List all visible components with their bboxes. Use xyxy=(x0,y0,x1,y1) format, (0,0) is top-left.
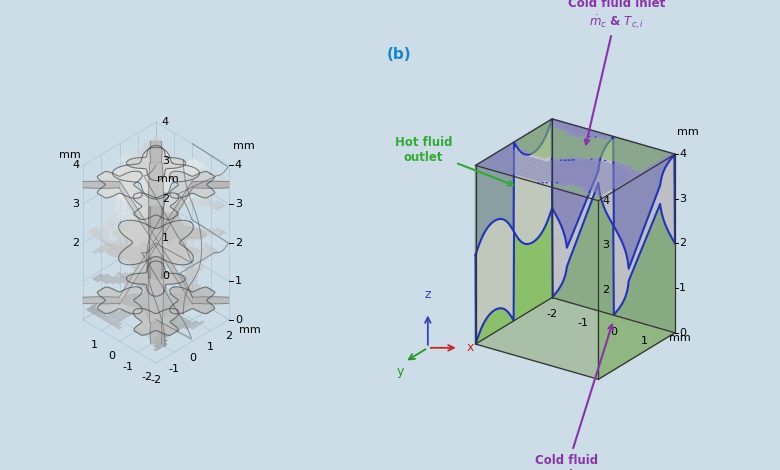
Text: x: x xyxy=(466,341,474,354)
Polygon shape xyxy=(476,298,675,379)
Polygon shape xyxy=(135,309,177,335)
Text: 4: 4 xyxy=(235,160,242,171)
Text: mm: mm xyxy=(668,333,690,344)
Text: mm: mm xyxy=(233,141,254,151)
Text: 1: 1 xyxy=(640,336,647,346)
Polygon shape xyxy=(552,119,675,333)
Polygon shape xyxy=(119,181,156,246)
Text: 0: 0 xyxy=(610,327,617,337)
Text: 3: 3 xyxy=(162,156,168,165)
Text: mm: mm xyxy=(59,150,81,160)
Polygon shape xyxy=(193,181,229,188)
Polygon shape xyxy=(156,181,193,246)
Text: (b): (b) xyxy=(387,47,412,62)
Polygon shape xyxy=(476,119,675,201)
Text: mm: mm xyxy=(239,325,261,336)
Polygon shape xyxy=(476,119,552,255)
Polygon shape xyxy=(150,206,162,228)
Polygon shape xyxy=(156,239,193,304)
Text: 0: 0 xyxy=(189,353,196,363)
Polygon shape xyxy=(119,239,156,304)
Text: -1: -1 xyxy=(168,364,179,374)
Polygon shape xyxy=(476,208,552,344)
Polygon shape xyxy=(121,280,191,321)
Polygon shape xyxy=(150,257,162,279)
Text: 4: 4 xyxy=(72,160,79,171)
Text: 3: 3 xyxy=(235,199,242,209)
Text: z: z xyxy=(424,288,431,301)
Polygon shape xyxy=(128,147,184,180)
Polygon shape xyxy=(148,243,164,322)
Text: 3: 3 xyxy=(73,199,79,209)
Text: 0: 0 xyxy=(162,271,168,281)
Text: Cold fluid
outlet: Cold fluid outlet xyxy=(536,325,613,470)
Text: 0: 0 xyxy=(108,351,115,360)
Text: mm: mm xyxy=(677,127,699,137)
Text: 2: 2 xyxy=(162,194,169,204)
Text: 2: 2 xyxy=(72,237,79,248)
Text: y: y xyxy=(396,366,404,378)
Polygon shape xyxy=(148,243,164,279)
Polygon shape xyxy=(128,262,184,295)
Polygon shape xyxy=(476,165,598,379)
Polygon shape xyxy=(552,137,675,315)
Text: -2: -2 xyxy=(547,309,558,319)
Polygon shape xyxy=(148,163,164,243)
Polygon shape xyxy=(83,181,119,188)
Text: 1: 1 xyxy=(90,340,98,350)
Polygon shape xyxy=(121,222,191,263)
Polygon shape xyxy=(552,183,675,333)
Text: -2: -2 xyxy=(141,372,152,383)
Polygon shape xyxy=(598,154,675,379)
Text: 1: 1 xyxy=(679,283,686,293)
Text: 0: 0 xyxy=(679,328,686,338)
Text: 2: 2 xyxy=(602,285,610,295)
Text: mm: mm xyxy=(157,174,179,184)
Text: 3: 3 xyxy=(679,194,686,204)
Text: 3: 3 xyxy=(602,240,609,251)
Text: 4: 4 xyxy=(679,149,686,159)
Polygon shape xyxy=(115,148,198,198)
Polygon shape xyxy=(193,297,229,304)
Text: 2: 2 xyxy=(225,331,232,341)
Polygon shape xyxy=(83,297,119,304)
Text: 1: 1 xyxy=(207,342,215,352)
Polygon shape xyxy=(171,288,214,313)
Polygon shape xyxy=(552,119,675,269)
Text: 4: 4 xyxy=(162,117,169,127)
Text: 1: 1 xyxy=(235,276,242,286)
Text: -1: -1 xyxy=(123,361,134,372)
Polygon shape xyxy=(476,120,552,343)
Polygon shape xyxy=(476,119,552,344)
Text: 2: 2 xyxy=(679,238,686,249)
Polygon shape xyxy=(135,194,177,219)
Polygon shape xyxy=(143,213,206,251)
Polygon shape xyxy=(171,172,214,197)
Text: Cold fluid inlet
$\dot{m}_c$ & $T_{c,i}$: Cold fluid inlet $\dot{m}_c$ & $T_{c,i}$ xyxy=(568,0,665,144)
Polygon shape xyxy=(106,235,169,272)
Text: -1: -1 xyxy=(577,318,588,328)
Polygon shape xyxy=(98,172,141,197)
Polygon shape xyxy=(113,217,162,246)
Text: 4: 4 xyxy=(602,196,610,206)
Polygon shape xyxy=(98,288,141,313)
Polygon shape xyxy=(150,239,199,268)
Text: Hot fluid
outlet: Hot fluid outlet xyxy=(395,136,513,186)
Polygon shape xyxy=(148,206,164,243)
Text: 0: 0 xyxy=(235,314,242,325)
Polygon shape xyxy=(150,141,162,163)
Text: 2: 2 xyxy=(235,237,242,248)
Polygon shape xyxy=(150,322,162,344)
Text: -2: -2 xyxy=(151,375,161,385)
Text: 1: 1 xyxy=(162,233,168,243)
